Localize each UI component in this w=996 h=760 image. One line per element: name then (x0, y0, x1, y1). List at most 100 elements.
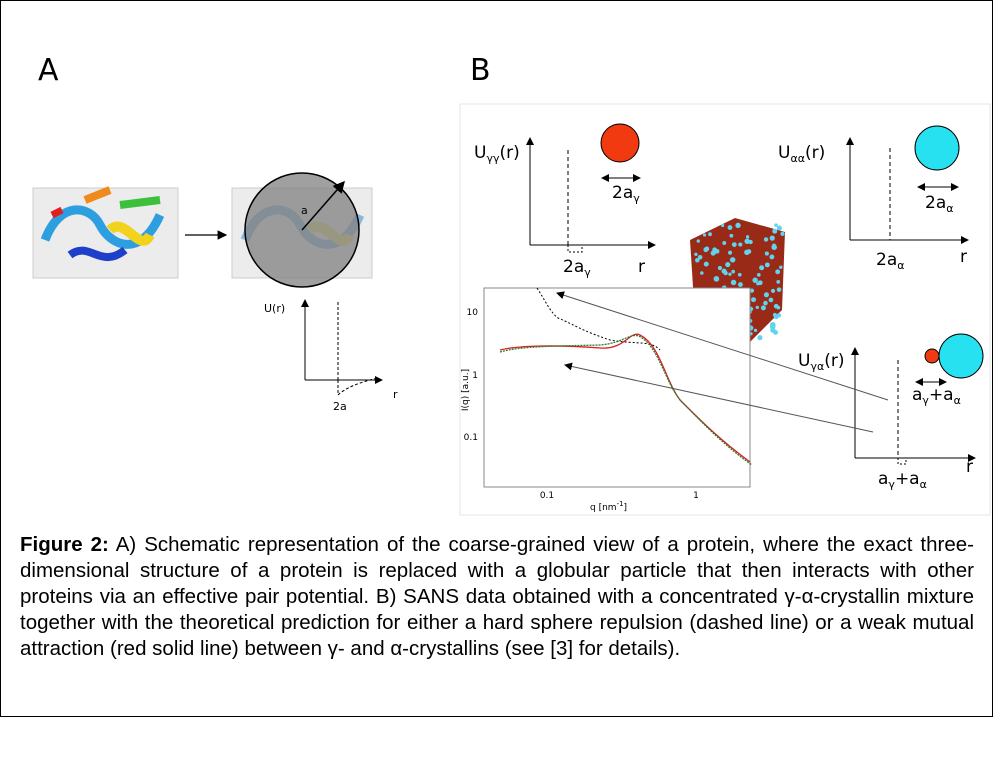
particle (729, 257, 736, 263)
particle (702, 233, 707, 237)
axis-label: Uαα(r) (778, 143, 825, 165)
particle (738, 242, 743, 247)
particle (722, 241, 727, 245)
particle (751, 297, 757, 303)
figure-frame (0, 0, 993, 717)
particle (737, 272, 742, 277)
tick-label: aγ+aα (878, 469, 927, 491)
particle (746, 249, 752, 254)
potential-plot (301, 299, 383, 397)
caption-label: Figure 2: (20, 533, 109, 556)
particle (738, 282, 743, 288)
potential-plot (851, 347, 976, 465)
particle (768, 297, 774, 303)
particle (759, 265, 765, 271)
gamma-sphere (600, 123, 640, 163)
axis-label: q [nm-1] (590, 500, 627, 513)
particle (773, 314, 779, 320)
particle (776, 305, 781, 310)
radius-label: a (301, 204, 308, 217)
particle (727, 225, 733, 230)
axis-label: r (393, 388, 398, 401)
caption-text: A) Schematic representation of the coars… (20, 533, 974, 660)
particle (772, 243, 776, 248)
particle (772, 228, 778, 234)
size-label: 2aα (925, 193, 954, 215)
particle (776, 280, 781, 284)
particle (717, 265, 723, 271)
axis-label: Uγα(r) (798, 351, 844, 373)
sans-ticks: 10 1 0.1 0.1 1 I(q) [a.u.] q [nm-1] (461, 308, 699, 513)
particle (776, 225, 782, 231)
particle (771, 288, 776, 293)
potential-plot (846, 137, 969, 244)
alpha-sphere (914, 125, 960, 171)
panel-label: A (38, 53, 59, 88)
particle (695, 258, 700, 263)
particle (770, 236, 775, 241)
y-tick-label: 10 (467, 308, 479, 318)
panel-label: B (470, 53, 491, 88)
particle (763, 237, 769, 242)
particle (710, 250, 716, 256)
sans-plot (483, 287, 889, 488)
particle (770, 321, 776, 328)
axis-label: r (638, 257, 645, 277)
coarse-grained-image (231, 172, 373, 288)
particle (755, 305, 759, 310)
caption: Figure 2: A) Schematic representation of… (20, 532, 974, 662)
figure: A B a U(r) r 2a Uγγ(r) 2aγ r 2aγ (32, 53, 991, 516)
tick-label: 2a (333, 400, 347, 413)
size-label: aγ+aα (912, 385, 961, 407)
particle (756, 273, 761, 277)
particle (774, 223, 778, 227)
particle (749, 288, 755, 293)
particle (708, 232, 712, 237)
particle (727, 250, 733, 255)
particle (775, 269, 781, 275)
particle (769, 254, 775, 260)
particle (776, 287, 782, 292)
particle (729, 233, 734, 238)
alpha-sphere (938, 333, 984, 379)
particle (779, 265, 783, 269)
particle (725, 261, 731, 268)
tick-label: 2aγ (563, 257, 591, 279)
size-label: 2aγ (612, 183, 640, 205)
particle (744, 238, 750, 244)
particle (752, 277, 758, 283)
particle (731, 242, 737, 247)
gamma-sphere (924, 348, 940, 364)
y-tick-label: 1 (472, 371, 478, 381)
particle (697, 254, 703, 260)
particle (763, 292, 769, 298)
particle (723, 270, 728, 276)
particle (721, 223, 725, 228)
particle (731, 269, 736, 274)
particle (764, 251, 769, 256)
particle (780, 231, 785, 236)
x-tick-label: 1 (693, 491, 699, 501)
y-tick-label: 0.1 (464, 433, 478, 443)
particle (764, 262, 770, 268)
protein-image (32, 186, 179, 279)
particle (700, 271, 704, 275)
particle (735, 222, 741, 229)
particle (773, 329, 778, 335)
particle (703, 261, 709, 267)
particle (757, 335, 763, 341)
axis-label: U(r) (264, 302, 285, 315)
axis-label: r (966, 457, 973, 477)
potential-plot (526, 137, 656, 253)
particle (730, 279, 737, 286)
particle (728, 272, 732, 276)
tick-label: 2aα (876, 250, 905, 272)
particle (703, 247, 709, 253)
particle (753, 328, 758, 333)
axis-label: I(q) [a.u.] (461, 369, 471, 411)
particle (760, 305, 766, 311)
particle (713, 276, 720, 282)
axis-label: r (960, 247, 967, 267)
particle (696, 239, 700, 243)
